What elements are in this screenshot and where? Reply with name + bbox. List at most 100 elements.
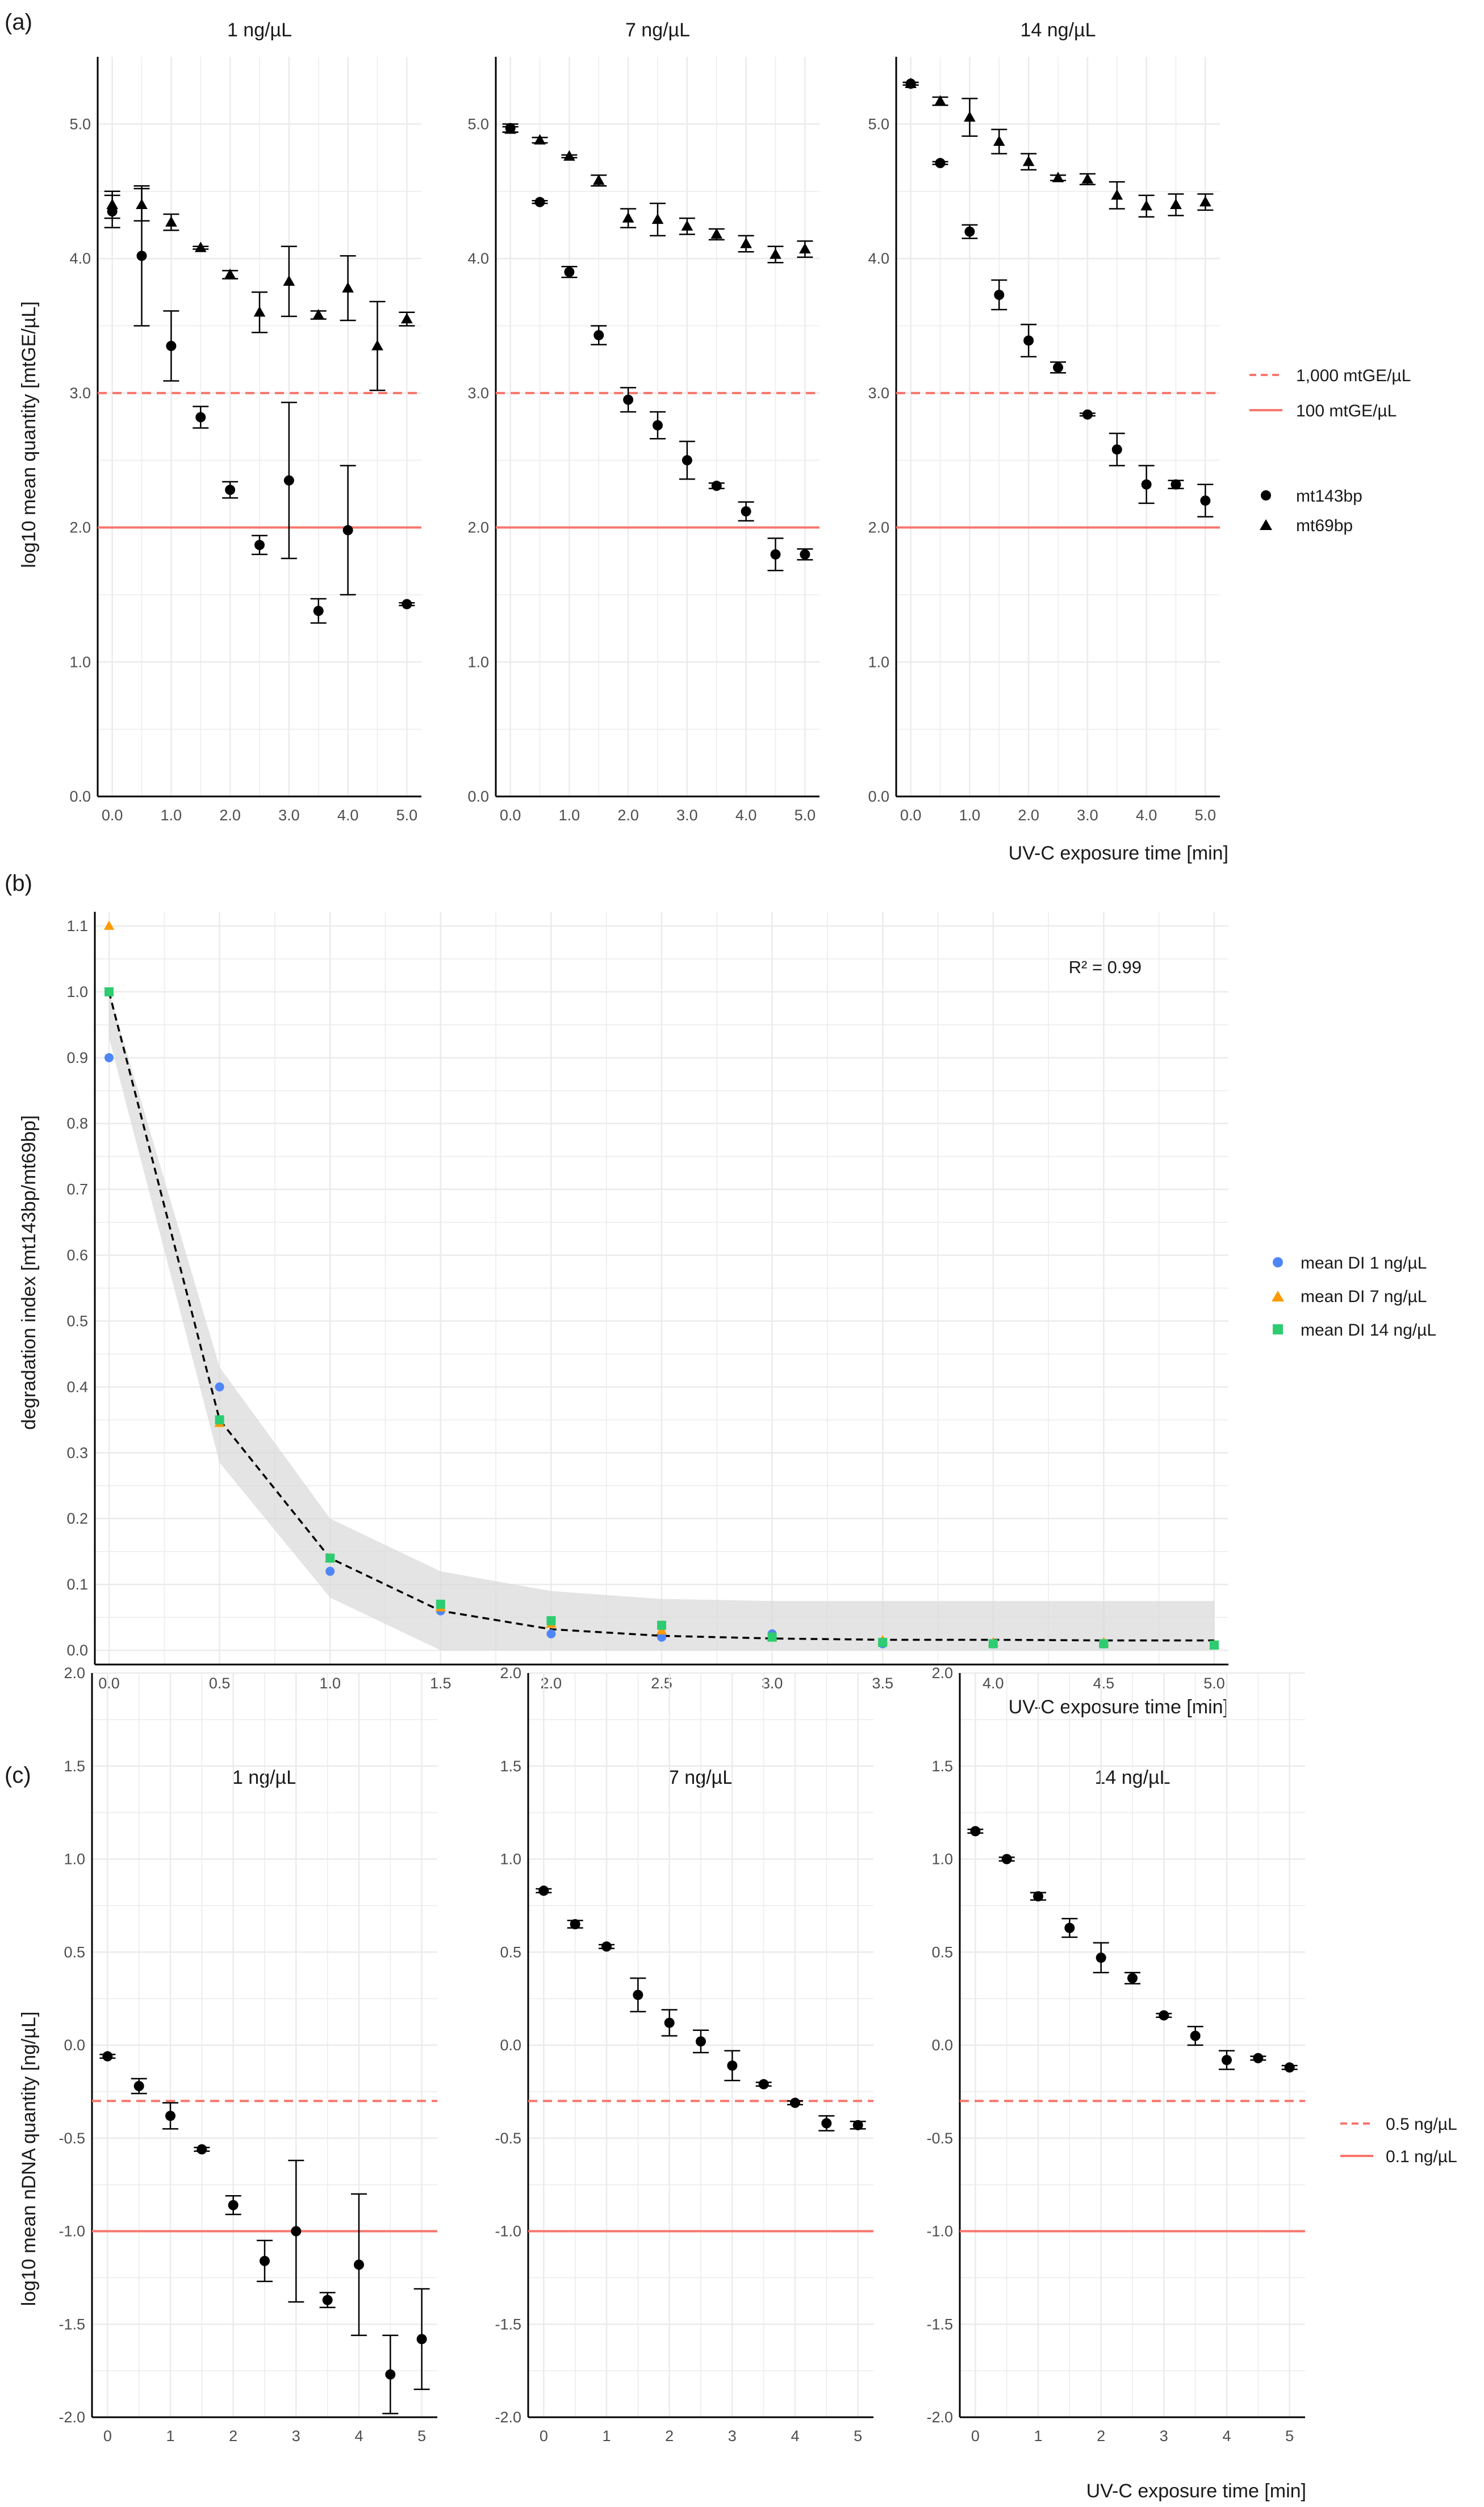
nDNA-point: [385, 2369, 396, 2380]
nDNA-point: [538, 1886, 549, 1896]
facet-c-0: 1 ng/µL-2.0-1.5-1.0-0.50.00.51.01.52.00 1…: [58, 1665, 437, 2445]
nDNA-point: [789, 2097, 800, 2108]
y-tick-label: 0.5: [500, 1943, 521, 1960]
mt69bp-point: [563, 150, 575, 161]
mt69bp-point: [1140, 199, 1152, 211]
mt69bp-point: [165, 216, 177, 227]
y-tick-label: 1.0: [467, 653, 489, 670]
x-tick-label: 1: [1034, 2427, 1043, 2445]
y-tick-label: 1.0: [868, 653, 889, 670]
nDNA-point: [1127, 1973, 1138, 1984]
panel-b-x-label: UV-C exposure time [min]: [1009, 1696, 1228, 1718]
nDNA-point: [322, 2295, 333, 2305]
mt143bp-point: [711, 481, 722, 491]
facet-title: 14 ng/µL: [1020, 19, 1096, 41]
facet-title: 1 ng/µL: [227, 19, 292, 41]
y-tick-label: 0.9: [66, 1049, 88, 1066]
y-tick-label: 0.2: [66, 1510, 88, 1527]
y-tick-label: 0.0: [64, 2037, 85, 2054]
mt69bp-point: [1081, 173, 1094, 184]
x-tick-label: 2: [1097, 2427, 1105, 2445]
di-point-2: [988, 1639, 998, 1649]
y-tick-label: 0.0: [500, 2037, 521, 2054]
di-point-2: [436, 1599, 445, 1609]
mt143bp-point: [682, 455, 692, 466]
x-tick-label: 3.0: [762, 1675, 783, 1692]
di-point-2: [1210, 1640, 1219, 1650]
y-tick-label: 0.6: [66, 1247, 88, 1264]
x-tick-label: 1: [603, 2427, 611, 2445]
panel-a-y-label: log10 mean quantity [mtGE/µL]: [18, 301, 40, 568]
x-tick-label: 0.0: [900, 807, 922, 824]
panel-a-legend: 1,000 mtGE/µL 100 mtGE/µL mt143bp mt69bp: [1249, 366, 1411, 535]
x-tick-label: 0.5: [209, 1675, 231, 1692]
di-point-2: [325, 1553, 335, 1563]
mt69bp-point: [283, 275, 295, 286]
legend-triangle-marker: [1260, 519, 1272, 530]
di-point-0: [325, 1566, 335, 1576]
y-tick-label: 4.0: [467, 250, 489, 267]
mt69bp-point: [194, 241, 207, 252]
x-tick-label: 3: [292, 2427, 300, 2445]
mt69bp-point: [136, 198, 148, 210]
y-tick-label: 2.0: [64, 1665, 85, 1682]
nDNA-point: [601, 1941, 612, 1952]
panel-b-degradation-index: degradation index [mt143bp/mt69bp] 0.0 0.…: [18, 912, 1436, 1718]
y-tick-label: -1.5: [495, 2316, 521, 2333]
x-tick-label: 4.0: [337, 807, 359, 824]
y-tick-label: -2.0: [495, 2409, 521, 2426]
mt143bp-point: [313, 606, 324, 616]
legend-solid-label: 100 mtGE/µL: [1296, 402, 1397, 420]
panel-b-y-label: degradation index [mt143bp/mt69bp]: [18, 1115, 40, 1430]
mt69bp-point: [312, 308, 325, 320]
y-tick-label: -1.0: [58, 2223, 85, 2240]
nDNA-point: [970, 1826, 981, 1837]
mt143bp-point: [770, 549, 781, 560]
x-tick-label: 0.0: [98, 1675, 120, 1692]
nDNA-point: [1064, 1922, 1075, 1933]
nDNA-point: [1096, 1953, 1106, 1963]
y-tick-label: 0.8: [66, 1115, 88, 1132]
nDNA-point: [1284, 2062, 1295, 2073]
y-tick-label: 1.0: [66, 983, 88, 1000]
x-tick-label: 5: [1285, 2427, 1294, 2445]
x-tick-label: 0.0: [500, 807, 521, 824]
fit-line: [108, 991, 1214, 1642]
y-tick-label: 3.0: [69, 385, 91, 402]
mt143bp-point: [342, 525, 353, 536]
x-tick-label: 4: [1222, 2427, 1231, 2445]
di-point-2: [1099, 1639, 1109, 1649]
mt69bp-point: [1199, 195, 1211, 207]
nDNA-point: [1159, 2010, 1169, 2021]
x-tick-label: 0.0: [102, 807, 123, 824]
nDNA-point: [1033, 1891, 1044, 1901]
x-tick-label: 4.0: [735, 807, 757, 824]
y-tick-label: 2.0: [69, 519, 91, 536]
y-tick-label: 0.0: [931, 2037, 953, 2054]
x-tick-label: 1.5: [430, 1675, 452, 1692]
nDNA-point: [102, 2051, 113, 2062]
nDNA-point: [1221, 2055, 1232, 2066]
di-point-2: [215, 1415, 224, 1425]
legend-di-7-label: mean DI 7 ng/µL: [1301, 1287, 1427, 1306]
mt143bp-point: [254, 540, 265, 550]
legend-di-14-marker: [1273, 1324, 1283, 1334]
y-tick-label: -2.0: [58, 2409, 85, 2426]
x-tick-label: 4.0: [983, 1675, 1004, 1692]
mt69bp-point: [770, 248, 781, 259]
facet-a-0: 1 ng/µL 0.0 1.0 2.0 3.0 4.0 5.0 0.0 1.0 2.0 3.0 4.0…: [69, 19, 421, 824]
y-tick-label: 5.0: [467, 115, 489, 132]
mt69bp-point: [253, 306, 266, 317]
nDNA-point: [696, 2036, 706, 2047]
y-tick-label: 0.3: [66, 1444, 88, 1461]
y-tick-label: 1.0: [500, 1851, 521, 1868]
x-tick-label: 1.0: [959, 807, 981, 824]
nDNA-point: [133, 2081, 144, 2092]
nDNA-point: [821, 2118, 832, 2129]
y-tick-label: -0.5: [495, 2130, 521, 2147]
mt143bp-point: [534, 197, 545, 207]
nDNA-point: [852, 2120, 863, 2130]
x-tick-label: 1.0: [559, 807, 580, 824]
legend-di-7-marker: [1272, 1291, 1284, 1302]
nDNA-point: [570, 1919, 580, 1930]
